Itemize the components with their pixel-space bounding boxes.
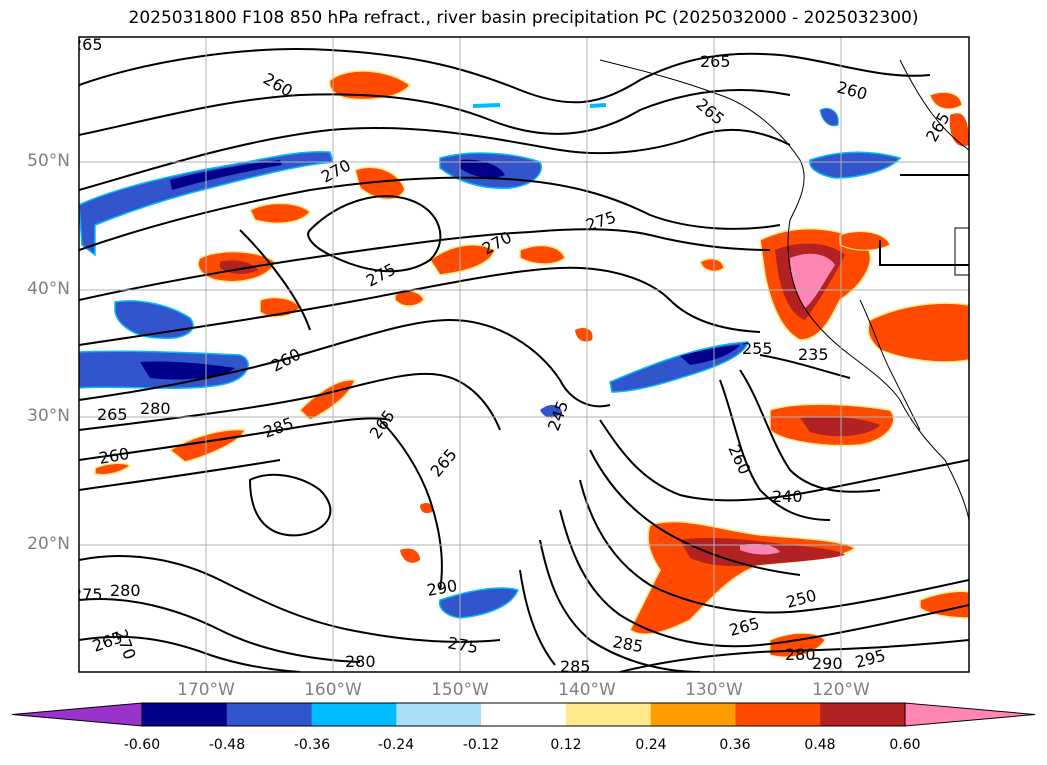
longitude-label: 120°W (812, 680, 870, 700)
colorbar-segment (311, 703, 397, 726)
colorbar-extend-low (11, 702, 143, 727)
contour-label: 280 (785, 645, 816, 664)
colorbar-segment (565, 703, 652, 726)
contour-label: 275 (72, 585, 103, 604)
contour-label: 265 (72, 35, 103, 54)
longitude-label: 150°W (431, 680, 489, 700)
map-plot: 265 260 265 265 260 265 270 270 275 275 … (72, 35, 970, 676)
contour-label: 255 (742, 339, 773, 358)
contour-label: 265 (700, 52, 731, 71)
colorbar-tick-label: 0.60 (889, 737, 921, 753)
colorbar-extend-high (904, 702, 1036, 727)
colorbar-tick-label: 0.12 (550, 737, 582, 753)
latitude-label: 30°N (27, 406, 70, 426)
colorbar-tick-label: -0.36 (293, 737, 331, 753)
colorbar-tick-label: 0.36 (719, 737, 751, 753)
contour-label: 280 (110, 581, 141, 600)
contour-label: 265 (97, 405, 128, 424)
colorbar-tick-label: -0.24 (377, 737, 415, 753)
contour-label: 235 (798, 345, 829, 364)
contour-label: 285 (560, 657, 591, 676)
longitude-label: 140°W (558, 680, 616, 700)
positive-precip-areas (94, 70, 969, 658)
colorbar-tick-label: -0.48 (208, 737, 246, 753)
map-frame (78, 36, 970, 673)
longitude-label: 160°W (304, 680, 362, 700)
colorbar-segment (481, 703, 567, 726)
colorbar-segment (735, 703, 821, 726)
longitude-label: 170°W (177, 680, 235, 700)
graticule (79, 37, 969, 672)
colorbar-tick-label: -0.12 (462, 737, 500, 753)
latitude-label: 40°N (27, 279, 70, 299)
colorbar-tick-label: 0.24 (635, 737, 667, 753)
map-title: 2025031800 F108 850 hPa refract., river … (128, 8, 919, 28)
colorbar-tick-label: -0.60 (123, 737, 161, 753)
contour-lines (79, 48, 969, 672)
contour-label: 280 (345, 652, 376, 671)
latitude-label: 50°N (27, 151, 70, 171)
contour-label: 240 (772, 487, 803, 506)
latitude-label: 20°N (27, 534, 70, 554)
colorbar-segment (820, 703, 906, 726)
colorbar-frame (141, 702, 906, 727)
colorbar-segment (142, 703, 228, 726)
colorbar-tick-label: 0.48 (804, 737, 836, 753)
longitude-label: 130°W (685, 680, 743, 700)
colorbar-segment (650, 703, 736, 726)
contour-label-group: 265 260 265 265 260 265 270 270 275 275 … (72, 35, 954, 676)
contour-label: 280 (140, 399, 171, 418)
colorbar-segment (396, 703, 482, 726)
coastline (599, 59, 969, 521)
contour-label: 290 (812, 654, 843, 673)
colorbar-segment (226, 703, 313, 726)
